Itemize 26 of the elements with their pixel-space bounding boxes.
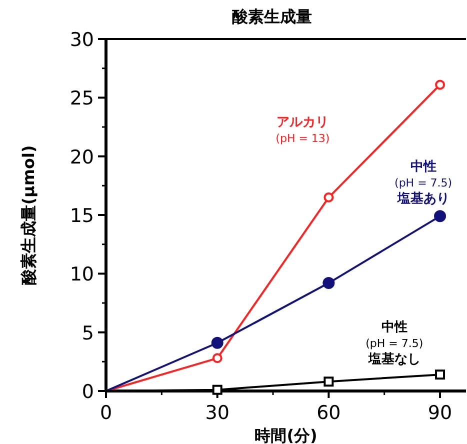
point — [324, 376, 334, 387]
point — [434, 210, 446, 222]
point — [435, 370, 446, 380]
y-tick-label: 5 — [82, 322, 94, 344]
x-axis-title: 時間(分) — [254, 426, 318, 444]
point — [211, 336, 224, 349]
y-tick-label: 30 — [70, 29, 94, 51]
x-tick-label: 0 — [100, 402, 112, 424]
y-tick-label: 0 — [82, 381, 94, 403]
point — [212, 353, 222, 364]
y-tick-label: 25 — [70, 88, 94, 110]
x-tick-label: 30 — [205, 402, 230, 424]
series-label: 中性 (pH = 7.5) 塩基あり — [394, 159, 452, 206]
text: アルカリ (pH = 13) — [276, 114, 330, 145]
point — [324, 192, 334, 202]
y-axis-title: 酸素生成量(μmol) — [19, 145, 38, 285]
y-tick-label: 20 — [70, 146, 94, 168]
point — [212, 384, 222, 395]
chart-title: 酸素生成量 — [232, 7, 312, 26]
point — [322, 277, 335, 290]
y-tick-label: 15 — [70, 205, 94, 227]
x-tick-label: 60 — [316, 402, 341, 424]
series-label: 中性 (pH = 7.5) 塩基なし — [366, 320, 424, 368]
x-tick-label: 90 — [428, 402, 452, 424]
point — [435, 80, 446, 90]
y-tick-label: 10 — [70, 264, 94, 286]
